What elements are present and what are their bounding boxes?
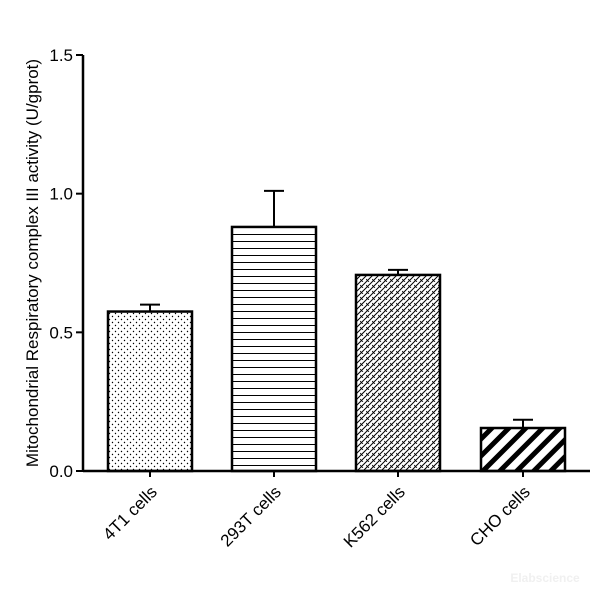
bar-293t-cells xyxy=(230,225,318,473)
x-tick-label: K562 cells xyxy=(340,482,409,551)
bar-cho-cells xyxy=(479,426,567,473)
watermark: Elabscience xyxy=(510,571,580,585)
y-tick-label: 1.5 xyxy=(49,46,73,65)
y-axis-label: Mitochondrial Respiratory complex III ac… xyxy=(23,59,42,467)
x-tick-label: 4T1 cells xyxy=(99,482,161,544)
bar-4t1-cells xyxy=(106,310,194,473)
y-tick-label: 1.0 xyxy=(49,185,73,204)
x-tick-label: 293T cells xyxy=(217,482,285,550)
x-tick-label: CHO cells xyxy=(466,482,534,550)
y-tick-label: 0.0 xyxy=(49,462,73,481)
y-tick-label: 0.5 xyxy=(49,323,73,342)
bar-k562-cells xyxy=(354,273,442,473)
